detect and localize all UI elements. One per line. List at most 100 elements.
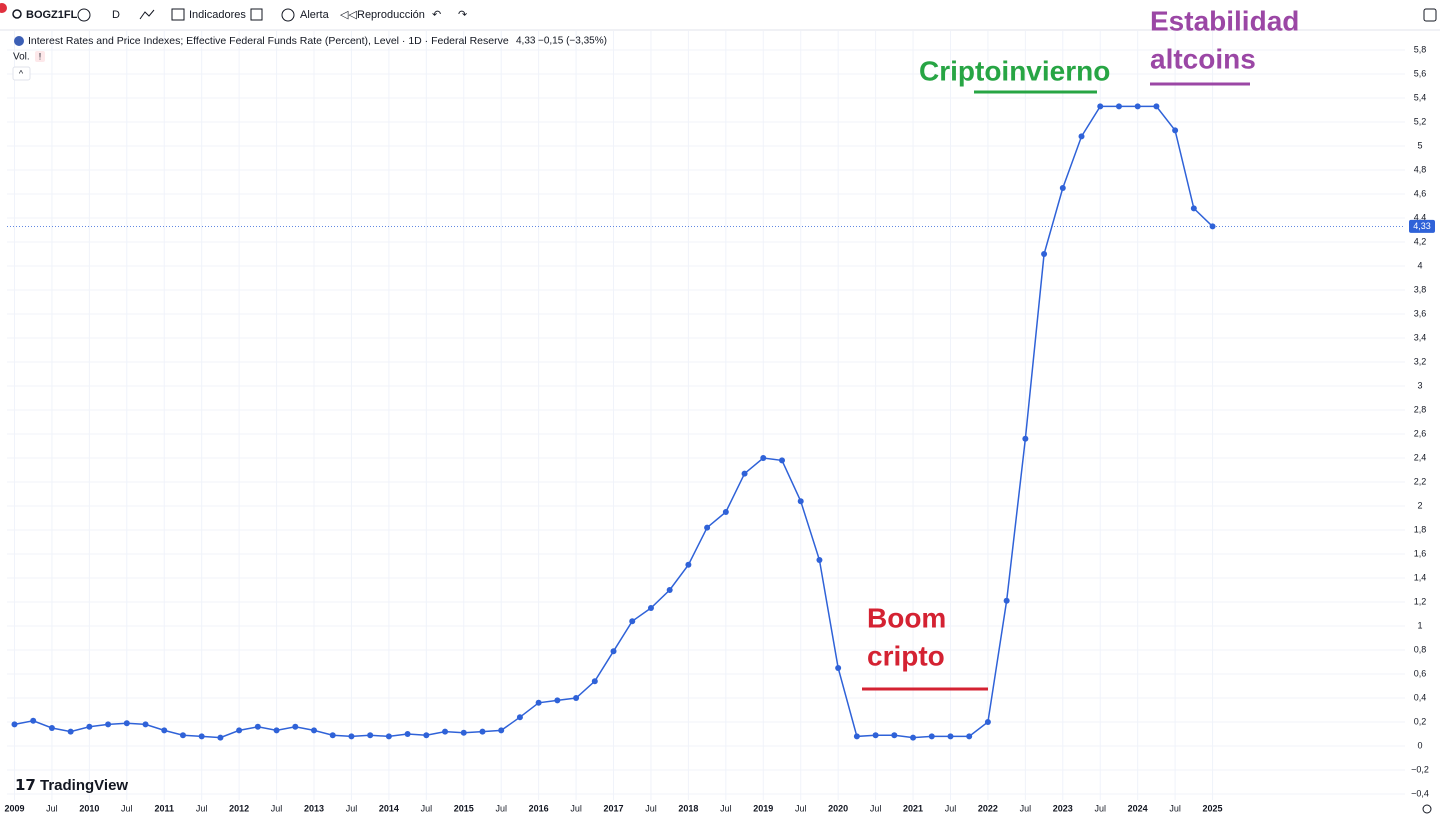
annotation: Estabilidad bbox=[1150, 5, 1299, 36]
alert-icon[interactable] bbox=[281, 8, 295, 22]
data-point bbox=[423, 732, 430, 739]
data-point bbox=[1134, 103, 1141, 110]
data-point bbox=[779, 457, 786, 464]
data-point bbox=[217, 734, 224, 741]
y-tick-label: 4,8 bbox=[1414, 164, 1427, 174]
y-tick-label: −0,4 bbox=[1411, 788, 1429, 798]
x-tick-label: 2019 bbox=[753, 803, 773, 813]
data-point bbox=[1059, 185, 1066, 191]
x-tick-label: Jul bbox=[1094, 803, 1106, 813]
data-point bbox=[404, 731, 411, 737]
toolbar-bg bbox=[0, 0, 1440, 30]
data-point bbox=[1153, 103, 1160, 110]
indicators[interactable]: Indicadores bbox=[189, 9, 246, 21]
y-tick-label: 1 bbox=[1417, 620, 1422, 630]
data-point bbox=[142, 721, 149, 728]
data-point bbox=[1097, 103, 1104, 110]
collapse-icon: ^ bbox=[19, 68, 24, 78]
data-point bbox=[984, 719, 991, 725]
data-point bbox=[741, 470, 748, 477]
data-point bbox=[704, 524, 711, 531]
x-tick-label: 2025 bbox=[1203, 803, 1223, 813]
data-point bbox=[30, 717, 37, 724]
x-tick-label: Jul bbox=[570, 803, 582, 813]
last-price-label: 4,33 bbox=[1413, 221, 1431, 231]
y-tick-label: 2,4 bbox=[1414, 452, 1427, 462]
layouts[interactable] bbox=[250, 8, 263, 21]
data-point bbox=[666, 587, 673, 593]
y-tick-label: 2,2 bbox=[1414, 476, 1427, 486]
plot: −0,4 −0,2 0 0,2 0,4 0,6 0,8 1 1,2 1,4 1,6 1,8 2 2,2 2,… bbox=[4, 5, 1440, 820]
y-tick-label: 4,4 bbox=[1414, 212, 1427, 222]
chart-type[interactable] bbox=[139, 9, 155, 20]
undo[interactable]: ↶ bbox=[432, 9, 441, 21]
y-tick-label: 2 bbox=[1417, 500, 1422, 510]
toolbar: BOGZ1FL D Indicadores Alerta ◁◁ Reproduc… bbox=[0, 0, 1440, 31]
x-tick-label: Jul bbox=[346, 803, 358, 813]
x-tick-label: Jul bbox=[421, 803, 433, 813]
fullscreen[interactable] bbox=[1423, 8, 1437, 22]
data-point bbox=[610, 648, 617, 655]
data-point bbox=[460, 729, 467, 736]
x-tick-label: Jul bbox=[795, 803, 807, 813]
data-point bbox=[236, 727, 243, 734]
x-tick-label: 2015 bbox=[454, 803, 474, 813]
data-point bbox=[872, 732, 879, 739]
y-tick-label: 4 bbox=[1417, 260, 1422, 270]
annotation: Boom bbox=[867, 602, 946, 633]
x-tick-label: 2017 bbox=[604, 803, 624, 813]
y-tick-label: 0,2 bbox=[1414, 716, 1427, 726]
data-point bbox=[591, 678, 598, 685]
data-point bbox=[853, 733, 860, 740]
x-tick-label: 2018 bbox=[678, 803, 698, 813]
x-tick-label: Jul bbox=[1169, 803, 1181, 813]
data-point bbox=[1115, 103, 1122, 110]
alert[interactable]: Alerta bbox=[300, 9, 330, 21]
data-point bbox=[273, 727, 280, 734]
interval[interactable]: D bbox=[112, 9, 120, 21]
data-point bbox=[67, 728, 74, 735]
data-point bbox=[573, 695, 580, 701]
replay[interactable]: Reproducción bbox=[357, 9, 425, 21]
redo[interactable]: ↷ bbox=[458, 9, 467, 21]
data-point bbox=[329, 732, 336, 739]
indicators-icon[interactable] bbox=[171, 8, 185, 21]
data-point bbox=[385, 733, 392, 740]
symbol[interactable]: BOGZ1FL bbox=[26, 9, 78, 21]
replay-icon[interactable]: ◁◁ bbox=[340, 9, 357, 21]
data-point bbox=[722, 509, 729, 515]
data-point bbox=[1078, 133, 1085, 140]
data-point bbox=[105, 721, 112, 728]
y-tick-label: 2,6 bbox=[1414, 428, 1427, 438]
y-tick-label: 4,2 bbox=[1414, 236, 1427, 246]
search-icon[interactable] bbox=[12, 9, 22, 19]
data-point bbox=[1003, 597, 1010, 604]
settings[interactable] bbox=[1422, 804, 1432, 814]
data-point bbox=[11, 721, 18, 728]
data-point bbox=[835, 665, 842, 671]
x-tick-label: Jul bbox=[945, 803, 957, 813]
x-tick-label: Jul bbox=[121, 803, 133, 813]
y-tick-label: 0,6 bbox=[1414, 668, 1427, 678]
legend-change: −0,15 (−3,35%) bbox=[538, 36, 607, 47]
x-tick-label: Jul bbox=[46, 803, 58, 813]
volume-warning[interactable] bbox=[35, 51, 45, 62]
data-point bbox=[647, 605, 654, 611]
data-point bbox=[367, 732, 374, 739]
data-point bbox=[86, 723, 93, 730]
add-symbol[interactable] bbox=[77, 8, 91, 22]
collapse-button[interactable] bbox=[12, 66, 31, 81]
x-tick-label: 2016 bbox=[529, 803, 549, 813]
x-tick-label: Jul bbox=[870, 803, 882, 813]
y-tick-label: 5 bbox=[1417, 140, 1422, 150]
y-tick-label: 3,2 bbox=[1414, 356, 1427, 366]
y-tick-label: 3,4 bbox=[1414, 332, 1427, 342]
annotation: Criptoinvierno bbox=[919, 55, 1110, 86]
x-tick-label: 2013 bbox=[304, 803, 324, 813]
data-point bbox=[816, 557, 823, 563]
y-tick-label: 3,8 bbox=[1414, 284, 1427, 294]
x-tick-label: Jul bbox=[495, 803, 507, 813]
annotation: altcoins bbox=[1150, 43, 1256, 74]
y-tick-label: 5,4 bbox=[1414, 92, 1427, 102]
